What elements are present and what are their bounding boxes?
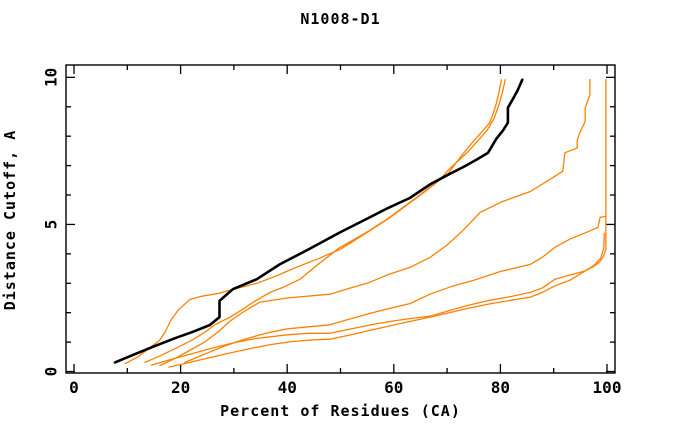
series-model-d [184,215,607,364]
x-tick-label: 0 [69,378,79,397]
y-tick-label: 10 [42,68,61,87]
x-tick-label: 60 [384,378,403,397]
series-model-b [144,79,506,364]
x-tick-label: 80 [491,378,510,397]
plot-frame [65,64,616,374]
y-tick-label: 0 [42,367,61,377]
x-tick-label: 100 [593,378,622,397]
x-axis-label: Percent of Residues (CA) [220,402,461,420]
x-tick-label: 40 [278,378,297,397]
y-axis-label: Distance Cutoff, A [1,129,19,311]
chart-title: N1008-D1 [300,10,381,28]
series-model-e [150,232,605,366]
series-target [113,78,524,364]
series-model-c [159,79,591,367]
series-model-f [168,79,607,368]
x-tick-label: 20 [171,378,190,397]
y-tick-label: 5 [42,220,61,230]
series-model-a [124,79,503,365]
